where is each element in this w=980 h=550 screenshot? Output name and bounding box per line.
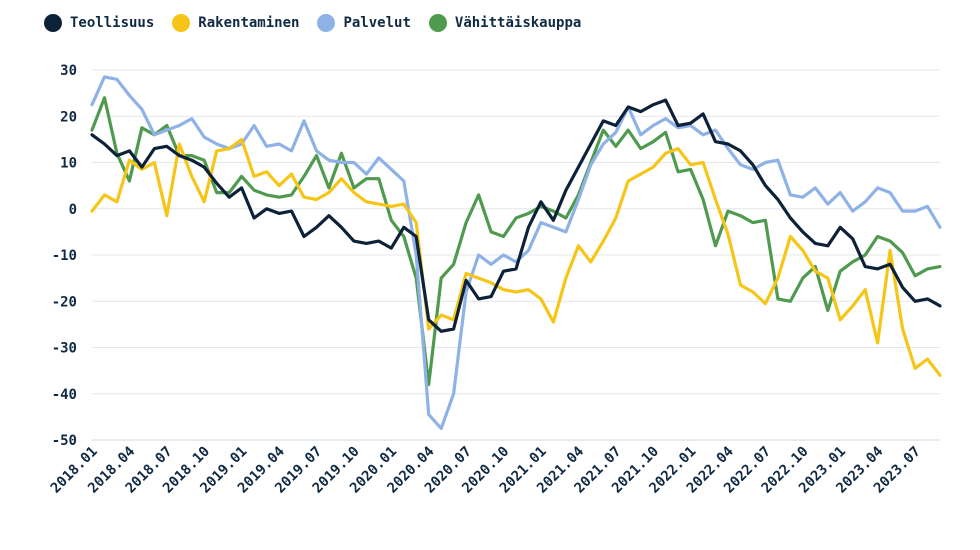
y-tick-label: -30 xyxy=(52,341,77,357)
legend-item: Teollisuus xyxy=(44,14,154,32)
y-tick-label: 0 xyxy=(69,202,77,218)
legend-swatch xyxy=(172,14,191,32)
series-line-v-hitt-iskauppa xyxy=(90,96,942,387)
legend-label: Rakentaminen xyxy=(198,15,300,31)
y-tick-label: 30 xyxy=(60,63,77,79)
y-tick-label: 20 xyxy=(60,109,77,125)
legend-label: Teollisuus xyxy=(70,15,155,31)
series-line-teollisuus xyxy=(90,98,942,333)
series-line-rakentaminen xyxy=(90,137,942,377)
legend: Teollisuus Rakentaminen Palvelut Vähittäisk… xyxy=(44,14,581,32)
y-tick-label: -10 xyxy=(52,248,77,264)
legend-swatch xyxy=(317,14,336,32)
y-tick-label: -50 xyxy=(52,433,77,449)
series-line-palvelut xyxy=(90,75,942,430)
y-tick-label: -20 xyxy=(52,294,77,310)
legend-label: Vähittäiskauppa xyxy=(454,15,582,31)
legend-swatch xyxy=(428,14,447,32)
legend-item: Palvelut xyxy=(317,14,411,32)
legend-label: Palvelut xyxy=(343,15,411,31)
legend-item: Rakentaminen xyxy=(172,14,299,32)
y-tick-label: 10 xyxy=(60,156,77,172)
y-tick-label: -40 xyxy=(52,387,77,403)
legend-item: Vähittäiskauppa xyxy=(428,14,582,32)
legend-swatch xyxy=(44,14,62,32)
